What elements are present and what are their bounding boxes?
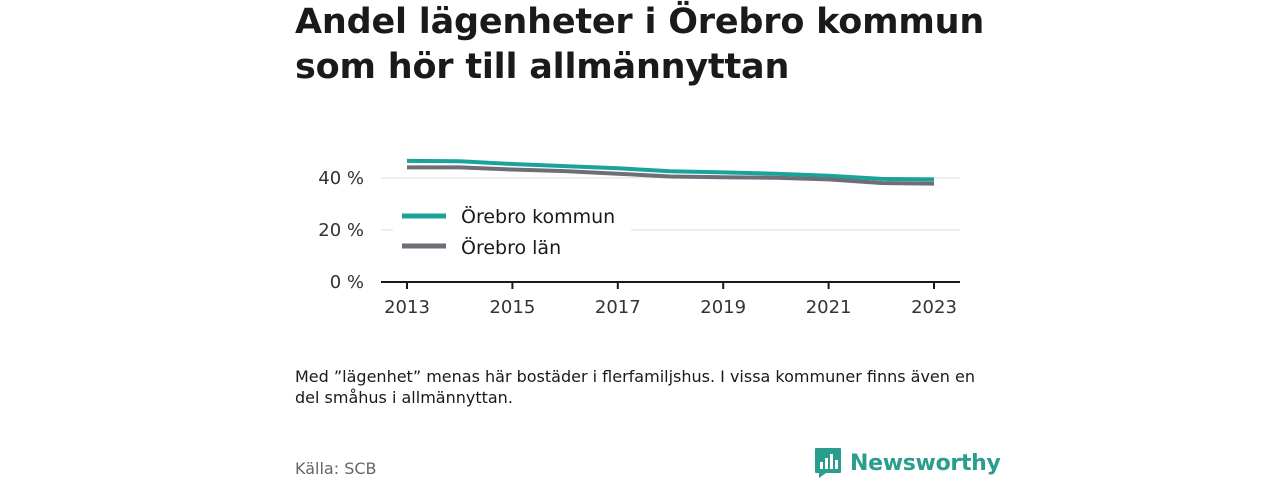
- series-line-lan: [407, 165, 935, 186]
- x-tick-label: 2021: [806, 297, 852, 318]
- footnote: Med ”lägenhet” menas här bostäder i fler…: [295, 367, 975, 407]
- newsworthy-logo: Newsworthy: [814, 447, 1001, 479]
- x-tick-label: 2019: [700, 297, 746, 318]
- chart-title: Andel lägenheter i Örebro kommun som hör…: [295, 2, 985, 87]
- x-tick-label: 2013: [384, 297, 430, 318]
- legend-label-lan: Örebro län: [461, 236, 561, 259]
- x-tick-label: 2015: [489, 297, 535, 318]
- x-tick-label: 2017: [595, 297, 641, 318]
- legend-background: [393, 200, 631, 268]
- x-axis: 2013 2015 2017 2019 2021 2023: [381, 281, 960, 318]
- y-tick-label: 20 %: [318, 220, 364, 241]
- y-tick-label: 40 %: [318, 168, 364, 189]
- x-tick-label: 2023: [911, 297, 957, 318]
- y-axis-labels: 0 % 20 % 40 %: [318, 168, 364, 293]
- legend: Örebro kommun Örebro län: [393, 200, 631, 268]
- legend-label-kommun: Örebro kommun: [461, 205, 615, 228]
- source-label: Källa: SCB: [295, 459, 377, 478]
- logo-wordmark: Newsworthy: [850, 450, 1001, 476]
- y-tick-label: 0 %: [330, 272, 364, 293]
- series-lines: [406, 158, 935, 186]
- bar-chart-speech-bubble-icon: [815, 448, 841, 478]
- series-line-kommun: [406, 158, 935, 182]
